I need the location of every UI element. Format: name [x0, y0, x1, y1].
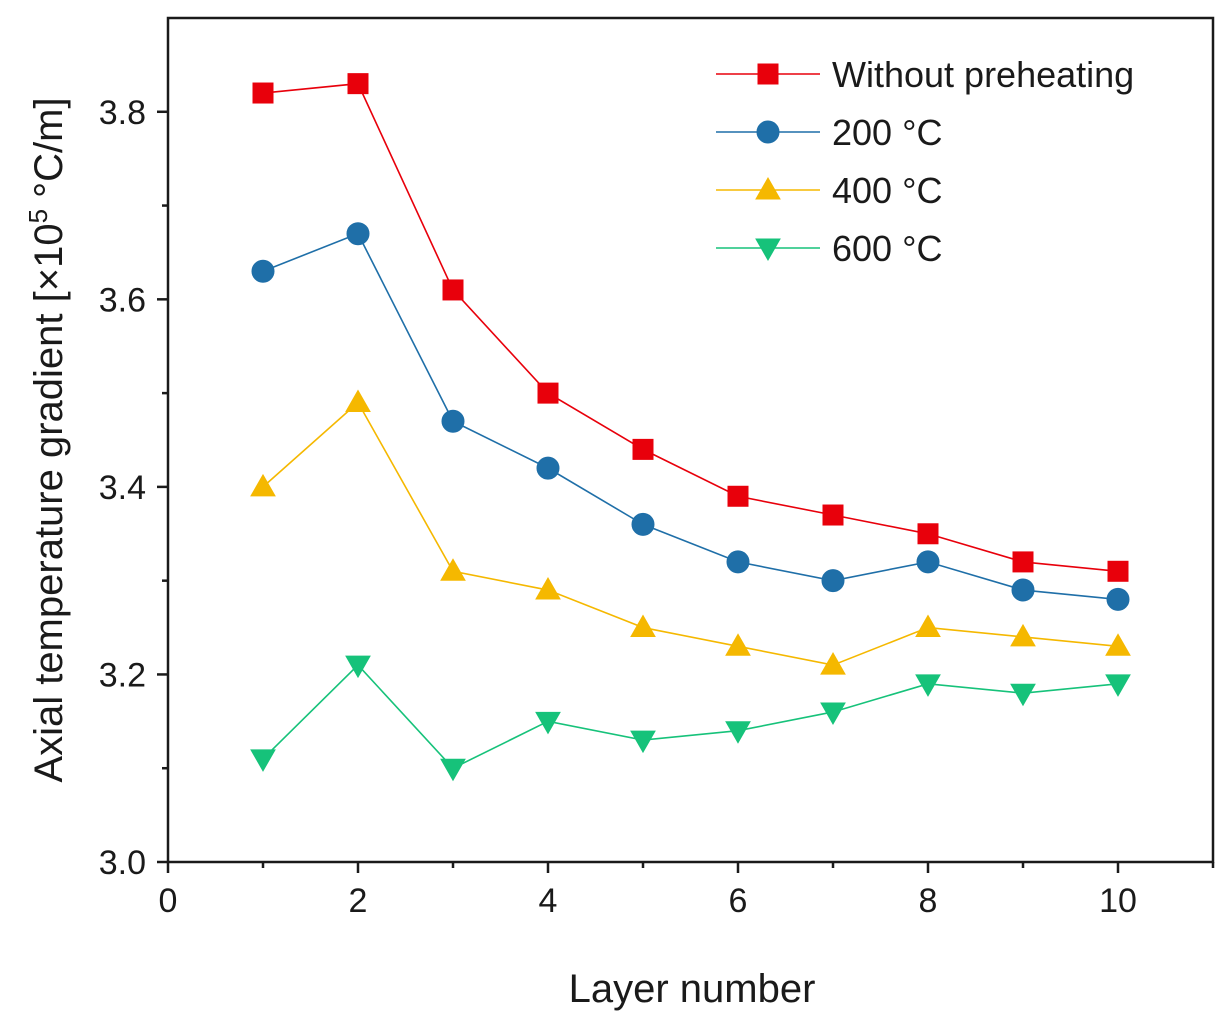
- data-point: [822, 504, 844, 526]
- data-point: [345, 389, 371, 412]
- legend-marker: [756, 120, 780, 144]
- data-point: [631, 512, 655, 536]
- data-point: [916, 550, 940, 574]
- data-point: [441, 409, 465, 433]
- data-point: [820, 702, 846, 725]
- series-1: [252, 73, 1129, 582]
- x-tick-label: 4: [539, 882, 558, 920]
- y-axis-title-unit: °C/m]: [27, 97, 71, 209]
- legend-item: 200 °C: [716, 112, 942, 153]
- y-tick-label: 3.0: [99, 844, 146, 882]
- data-point: [821, 569, 845, 593]
- x-tick-label: 2: [349, 882, 368, 920]
- data-point: [727, 485, 749, 507]
- data-point: [1105, 674, 1131, 697]
- legend-label: 400 °C: [832, 170, 942, 211]
- x-tick-label: 6: [729, 882, 748, 920]
- legend: Without preheating 200 °C 400 °C 600 °C: [716, 54, 1134, 269]
- data-point: [915, 674, 941, 697]
- data-point: [537, 382, 559, 404]
- legend-marker: [755, 176, 781, 200]
- data-point: [1010, 623, 1036, 647]
- x-tick-label: 0: [159, 882, 178, 920]
- data-point: [632, 438, 654, 460]
- data-point: [1105, 633, 1131, 656]
- data-point: [725, 721, 751, 744]
- legend-marker: [757, 63, 779, 85]
- series-4: [250, 655, 1131, 782]
- data-point: [1012, 551, 1034, 573]
- legend-marker: [755, 238, 781, 262]
- legend-label: 600 °C: [832, 228, 942, 269]
- x-axis-title: Layer number: [569, 967, 816, 1011]
- y-tick-label: 3.8: [99, 94, 146, 132]
- data-point: [536, 456, 560, 480]
- x-axis: 0 2 4 6 8 10: [159, 862, 1215, 920]
- data-point: [440, 758, 466, 782]
- y-axis-title-exponent: 5: [23, 209, 53, 223]
- data-point: [726, 550, 750, 574]
- y-axis: 3.0 3.2 3.4 3.6 3.8: [99, 94, 168, 882]
- data-point: [250, 473, 276, 497]
- legend-item: 400 °C: [716, 170, 942, 211]
- data-point: [915, 614, 941, 638]
- data-point: [442, 279, 464, 301]
- data-point: [1010, 683, 1036, 707]
- series-line: [262, 663, 1119, 770]
- series-layer: [250, 73, 1131, 782]
- data-point: [440, 558, 466, 581]
- data-point: [345, 655, 371, 679]
- data-point: [252, 82, 274, 104]
- data-point: [1011, 578, 1035, 602]
- data-point: [347, 73, 369, 95]
- series-3: [250, 389, 1131, 675]
- y-tick-label: 3.4: [99, 469, 146, 507]
- legend-item: Without preheating: [716, 54, 1134, 95]
- x-tick-label: 8: [919, 882, 938, 920]
- series-line: [262, 82, 1119, 573]
- y-tick-label: 3.6: [99, 281, 146, 319]
- legend-label: 200 °C: [832, 112, 942, 153]
- y-tick-label: 3.2: [99, 656, 146, 694]
- x-tick-label: 10: [1099, 882, 1137, 920]
- data-point: [346, 222, 370, 246]
- legend-item: 600 °C: [716, 228, 942, 269]
- data-point: [917, 523, 939, 545]
- data-point: [251, 259, 275, 283]
- y-axis-title: Axial temperature gradient [×105 °C/m]: [23, 97, 71, 782]
- plot-area: [166, 16, 1215, 864]
- y-axis-title-main: Axial temperature gradient [×10: [27, 223, 71, 782]
- plot-frame: [166, 16, 1215, 864]
- data-point: [535, 577, 561, 600]
- data-point: [1106, 587, 1130, 611]
- data-point: [725, 633, 751, 656]
- data-point: [820, 652, 846, 675]
- data-point: [630, 614, 656, 638]
- data-point: [630, 730, 656, 754]
- series-line: [262, 401, 1119, 666]
- series-line: [262, 232, 1119, 601]
- series-2: [251, 222, 1130, 611]
- legend-label: Without preheating: [832, 54, 1134, 95]
- data-point: [535, 711, 561, 735]
- data-point: [1107, 560, 1129, 582]
- data-point: [250, 749, 276, 772]
